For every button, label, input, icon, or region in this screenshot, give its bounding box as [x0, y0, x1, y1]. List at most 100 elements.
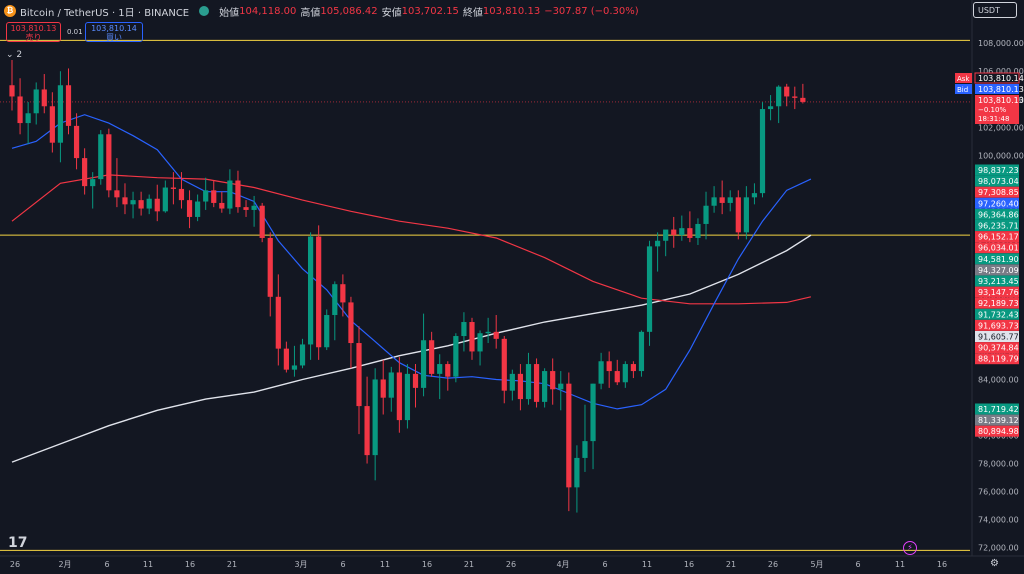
buy-button[interactable]: 103,810.14 買い	[85, 22, 143, 42]
right-price-label-text: 94,327.09	[978, 266, 1019, 275]
candle-body	[251, 205, 257, 210]
candle-body	[324, 315, 330, 348]
ask-tag: Ask	[957, 75, 970, 83]
candle-body	[550, 371, 556, 390]
right-price-label: 81,719.42	[975, 403, 1019, 415]
candle-body	[703, 205, 709, 224]
candle-body	[106, 134, 112, 191]
candle-body	[203, 190, 209, 202]
spread-value: 0.01	[67, 28, 83, 36]
candle-body	[743, 197, 749, 233]
currency-select[interactable]: USDT	[973, 2, 1017, 18]
candle-body	[493, 331, 499, 339]
candle-body	[671, 229, 677, 236]
candle-body	[485, 331, 491, 334]
indicator-toggle[interactable]: ⌄ 2	[6, 50, 23, 60]
right-price-label-text: 88,119.79	[978, 355, 1019, 364]
right-price-label: 96,034.01	[975, 242, 1019, 254]
candle-body	[267, 237, 273, 297]
right-price-label-bg	[975, 175, 1019, 187]
candle-body	[259, 205, 265, 238]
candle-body	[283, 348, 289, 370]
candle-body	[453, 336, 459, 377]
candle-body	[195, 201, 201, 217]
right-price-label-text: 91,732.43	[978, 310, 1019, 319]
ma-slow-line	[11, 174, 812, 305]
right-price-label: 96,235.71	[975, 220, 1019, 231]
visibility-icon[interactable]	[199, 6, 210, 16]
candle-body	[445, 364, 451, 377]
candle-body	[243, 207, 249, 210]
right-price-label-text: 81,719.42	[978, 405, 1019, 414]
bid-tag: Bid	[957, 86, 968, 94]
x-tick-label: 6	[855, 560, 860, 569]
candle-body	[679, 228, 685, 236]
right-price-label-text: 96,235.71	[978, 222, 1019, 231]
candle-body	[380, 379, 386, 398]
candle-body	[509, 373, 515, 391]
right-price-label-bg	[975, 308, 1019, 320]
high-value: 105,086.42	[320, 5, 378, 17]
symbol-header: ₿ Bitcoin / TetherUS · 1日 · BINANCE 始値 1…	[4, 3, 639, 19]
lightning-icon[interactable]: ⚡	[903, 541, 917, 555]
candle-body	[170, 187, 176, 189]
right-price-label: 94,581.90	[975, 253, 1019, 265]
x-tick-label: 11	[380, 560, 390, 569]
candle-body	[9, 85, 15, 97]
candle-body	[646, 246, 653, 332]
settings-icon[interactable]: ⚙	[990, 558, 999, 569]
candle-body	[622, 364, 628, 383]
x-tick-label: 11	[642, 560, 652, 569]
candle-body	[332, 284, 338, 316]
change-value: −307.87 (−0.30%)	[544, 5, 639, 17]
candle-body	[558, 383, 564, 390]
right-price-label: 98,073.04	[975, 175, 1019, 187]
candle-body	[90, 179, 96, 187]
right-price-label-text: 96,034.01	[978, 244, 1019, 253]
y-tick-label: 102,000.00	[978, 123, 1024, 132]
x-tick-label: 26	[506, 560, 516, 569]
right-price-label: 91,732.43	[975, 308, 1019, 320]
candle-body	[574, 457, 580, 488]
sell-button[interactable]: 103,810.13 売り	[6, 22, 61, 42]
right-price-label-bg	[975, 264, 1019, 276]
x-tick-label: 16	[422, 560, 432, 569]
bid-value: 103,810.13	[978, 85, 1024, 94]
y-tick-label: 74,000.00	[978, 516, 1019, 525]
candle-body	[566, 383, 572, 488]
candle-body	[291, 365, 298, 370]
candle-body	[711, 197, 717, 206]
x-tick-label: 21	[227, 560, 237, 569]
candle-body	[404, 373, 411, 421]
x-tick-label: 21	[464, 560, 474, 569]
right-price-label-text: 92,189.73	[978, 299, 1019, 308]
candle-body	[211, 190, 217, 203]
right-price-label-bg	[975, 164, 1019, 176]
right-price-label-text: 93,213.45	[978, 277, 1019, 286]
right-price-label: 88,119.79	[975, 353, 1019, 365]
right-price-label: 94,327.09	[975, 264, 1019, 276]
candle-body	[307, 236, 314, 345]
candle-body	[606, 361, 612, 372]
x-tick-label: 16	[684, 560, 694, 569]
ask-label: Ask 103,810.14	[955, 72, 1024, 84]
candle-body	[82, 158, 88, 187]
right-price-label-text: 96,152.17	[978, 233, 1019, 242]
right-price-label: 90,374.84	[975, 342, 1019, 354]
close-value: 103,810.13	[482, 5, 541, 17]
right-price-label-bg	[975, 403, 1019, 415]
bitcoin-icon: ₿	[4, 5, 16, 17]
y-tick-label: 76,000.00	[978, 488, 1019, 497]
right-price-label-text: 81,339.12	[978, 416, 1019, 425]
x-tick-label: 4月	[556, 560, 569, 569]
candle-body	[57, 85, 64, 143]
symbol-title[interactable]: Bitcoin / TetherUS · 1日 · BINANCE	[20, 7, 190, 19]
right-price-label: 81,339.12	[975, 414, 1019, 426]
candle-body	[800, 97, 806, 102]
tradingview-logo-icon[interactable]: 17	[8, 535, 28, 551]
right-price-label-text: 97,260.40	[978, 199, 1019, 208]
right-price-label-bg	[975, 186, 1019, 198]
right-price-label-bg	[975, 242, 1019, 254]
candle-body	[41, 89, 47, 107]
